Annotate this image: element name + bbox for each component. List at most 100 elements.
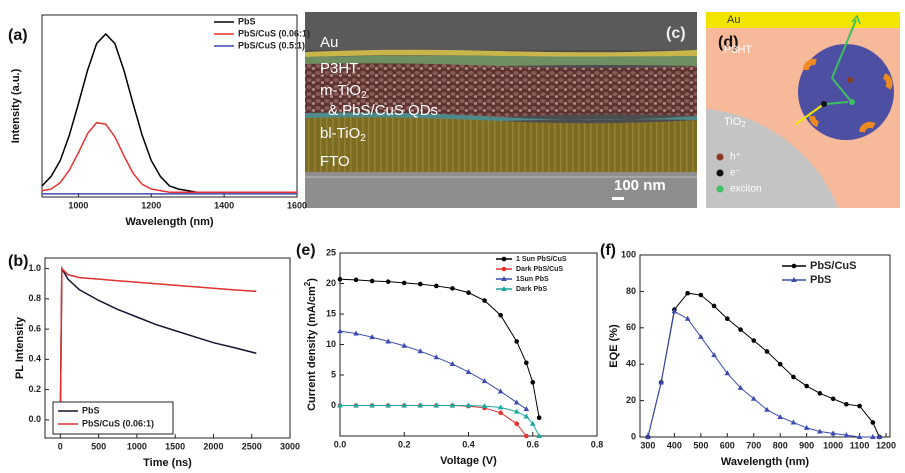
y-axis-label-end: ) xyxy=(306,278,318,282)
x-tick-label: 300 xyxy=(640,440,655,450)
x-tick-label: 0.8 xyxy=(591,439,604,449)
y-tick-label: 0 xyxy=(331,400,336,410)
marker xyxy=(417,348,424,354)
marker xyxy=(751,338,757,343)
label-fto: FTO xyxy=(320,153,350,170)
marker xyxy=(337,328,343,334)
x-tick-label: 1600 xyxy=(287,200,307,210)
y-axis-label-text: Current density (mA/cm xyxy=(306,286,318,411)
y-tick-label: 100 xyxy=(621,249,636,259)
legend-label: h⁺ xyxy=(730,152,741,163)
y-tick-label: 10 xyxy=(326,339,336,349)
chart: 0.0 0.2 0.4 0.6 0.8 0 5 10 15 20 25 1 Sun PbS/CuS Da… xyxy=(296,242,603,467)
scale-bar-label: 100 nm xyxy=(614,177,666,194)
x-tick-label: 1000 xyxy=(68,200,88,210)
series-line xyxy=(59,266,257,420)
x-tick-label: 600 xyxy=(720,440,735,450)
y-tick-label: 60 xyxy=(626,322,636,332)
y-tick-label: 0 xyxy=(631,431,636,441)
y-axis-label-sup: 2 xyxy=(303,281,312,286)
x-tick-label: 0.2 xyxy=(398,439,411,449)
label-qds: & PbS/CuS QDs xyxy=(328,102,438,119)
panel-label: (e) xyxy=(296,242,316,259)
marker xyxy=(764,406,770,412)
marker xyxy=(433,354,440,360)
marker xyxy=(524,433,529,439)
label-au: Au xyxy=(727,14,740,26)
x-tick-label: 1000 xyxy=(127,441,147,451)
panel-label: (d) xyxy=(718,34,738,51)
x-tick-label: 900 xyxy=(799,440,814,450)
y-tick-label: 0.4 xyxy=(28,354,41,364)
legend-label: exciton xyxy=(730,184,762,195)
panel-label: (f) xyxy=(600,242,616,259)
y-tick-label: 0.8 xyxy=(28,293,41,303)
x-axis-label: Voltage (V) xyxy=(440,455,497,467)
marker xyxy=(501,256,507,262)
legend-label: PbS xyxy=(810,274,831,286)
y-tick-label: 0.6 xyxy=(28,323,41,333)
marker xyxy=(844,401,849,407)
marker xyxy=(817,391,823,396)
marker xyxy=(449,402,456,408)
x-tick-label: 0 xyxy=(58,441,63,451)
marker xyxy=(738,327,743,332)
x-axis-label: Wavelength (nm) xyxy=(125,216,214,228)
y-axis-label: Current density (mA/cm2) xyxy=(303,278,318,411)
marker xyxy=(876,434,883,439)
sem-image: Au P3HT m-TiO2 & PbS/CuS QDs bl-TiO2 FTO… xyxy=(305,12,697,208)
scale-bar xyxy=(612,197,624,200)
y-tick-label: 5 xyxy=(331,369,336,379)
y-tick-label: 25 xyxy=(326,247,336,257)
marker xyxy=(497,404,504,410)
marker xyxy=(466,290,471,295)
marker xyxy=(536,415,542,421)
marker xyxy=(497,388,504,394)
x-tick-label: 800 xyxy=(773,440,788,450)
y-tick-label: 0.0 xyxy=(28,414,41,424)
marker xyxy=(684,315,691,321)
series-line xyxy=(340,405,527,437)
subscript: 2 xyxy=(741,120,746,129)
marker xyxy=(536,433,542,438)
legend-label: Dark PbS xyxy=(516,286,547,293)
marker xyxy=(791,374,796,380)
marker xyxy=(501,266,507,272)
marker xyxy=(857,403,862,409)
legend-label: 1 Sun PbS/CuS xyxy=(516,256,567,263)
label-p3ht: P3HT xyxy=(724,44,752,56)
label-bl-tio2: bl-TiO2 xyxy=(320,125,366,144)
marker xyxy=(530,380,536,385)
subscript: 2 xyxy=(361,90,367,101)
x-tick-label: 1200 xyxy=(876,440,896,450)
marker xyxy=(698,333,704,339)
y-tick-label: 0.2 xyxy=(28,384,41,394)
marker xyxy=(369,334,375,340)
marker xyxy=(353,330,359,336)
x-tick-label: 400 xyxy=(667,440,682,450)
marker xyxy=(401,342,408,348)
x-tick-label: 0.0 xyxy=(334,439,347,449)
x-tick-label: 0.6 xyxy=(526,439,539,449)
marker xyxy=(418,281,423,287)
marker xyxy=(791,263,797,269)
x-tick-label: 500 xyxy=(91,441,106,451)
series-line xyxy=(41,32,297,193)
legend-label: PbS xyxy=(82,405,100,415)
marker xyxy=(450,286,455,291)
x-axis-label: Wavelength (nm) xyxy=(721,456,810,468)
marker xyxy=(777,413,784,419)
legend-label: PbS/CuS (0.5:1) xyxy=(238,40,305,50)
marker xyxy=(401,402,408,408)
marker xyxy=(791,277,797,282)
y-axis-label-text: EQE (%) xyxy=(608,324,620,368)
series-line xyxy=(647,310,880,438)
x-tick-label: 500 xyxy=(693,440,708,450)
legend-label: PbS/CuS (0.06:1) xyxy=(238,28,310,38)
y-tick-label: 40 xyxy=(626,359,636,369)
y-tick-label: 80 xyxy=(626,286,636,296)
marker xyxy=(434,283,439,289)
x-tick-label: 2000 xyxy=(203,441,223,451)
marker xyxy=(790,419,797,425)
marker xyxy=(337,276,343,282)
